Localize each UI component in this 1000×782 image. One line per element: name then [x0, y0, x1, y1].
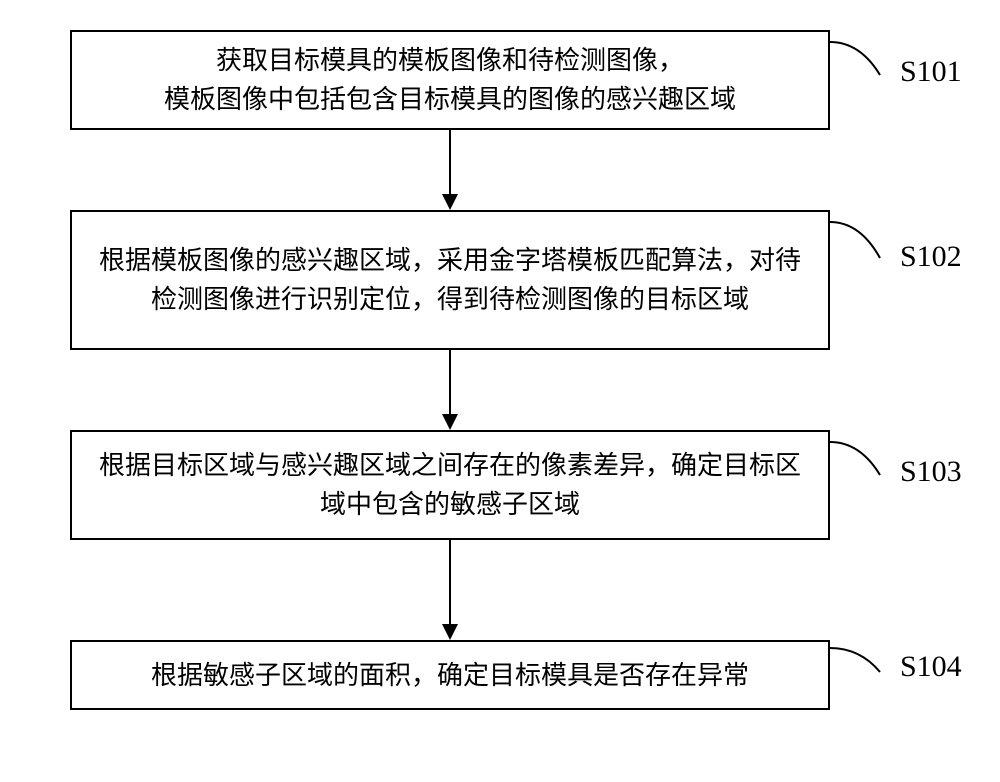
- step-s104-label: S104: [900, 650, 962, 684]
- step-s102-text: 根据模板图像的感兴趣区域，采用金字塔模板匹配算法，对待检测图像进行识别定位，得到…: [92, 241, 808, 319]
- step-s102-box: 根据模板图像的感兴趣区域，采用金字塔模板匹配算法，对待检测图像进行识别定位，得到…: [70, 210, 830, 350]
- step-s103-callout: [830, 430, 900, 480]
- step-s104-text: 根据敏感子区域的面积，确定目标模具是否存在异常: [151, 656, 749, 695]
- arrow-2-head: [442, 414, 458, 430]
- arrow-3-line: [449, 540, 451, 624]
- step-s101-text: 获取目标模具的模板图像和待检测图像， 模板图像中包括包含目标模具的图像的感兴趣区…: [164, 41, 736, 119]
- step-s104-box: 根据敏感子区域的面积，确定目标模具是否存在异常: [70, 640, 830, 710]
- arrow-2-line: [449, 350, 451, 414]
- step-s102-callout: [830, 210, 900, 265]
- arrow-1-line: [449, 130, 451, 194]
- step-s103-label: S103: [900, 455, 962, 489]
- step-s104-callout: [830, 640, 900, 680]
- step-s101-box: 获取目标模具的模板图像和待检测图像， 模板图像中包括包含目标模具的图像的感兴趣区…: [70, 30, 830, 130]
- step-s102-label: S102: [900, 240, 962, 274]
- arrow-3-head: [442, 624, 458, 640]
- step-s103-box: 根据目标区域与感兴趣区域之间存在的像素差异，确定目标区域中包含的敏感子区域: [70, 430, 830, 540]
- step-s101-label: S101: [900, 55, 962, 89]
- flowchart-canvas: 获取目标模具的模板图像和待检测图像， 模板图像中包括包含目标模具的图像的感兴趣区…: [0, 0, 1000, 782]
- step-s101-callout: [830, 30, 900, 80]
- arrow-1-head: [442, 194, 458, 210]
- step-s103-text: 根据目标区域与感兴趣区域之间存在的像素差异，确定目标区域中包含的敏感子区域: [92, 446, 808, 524]
